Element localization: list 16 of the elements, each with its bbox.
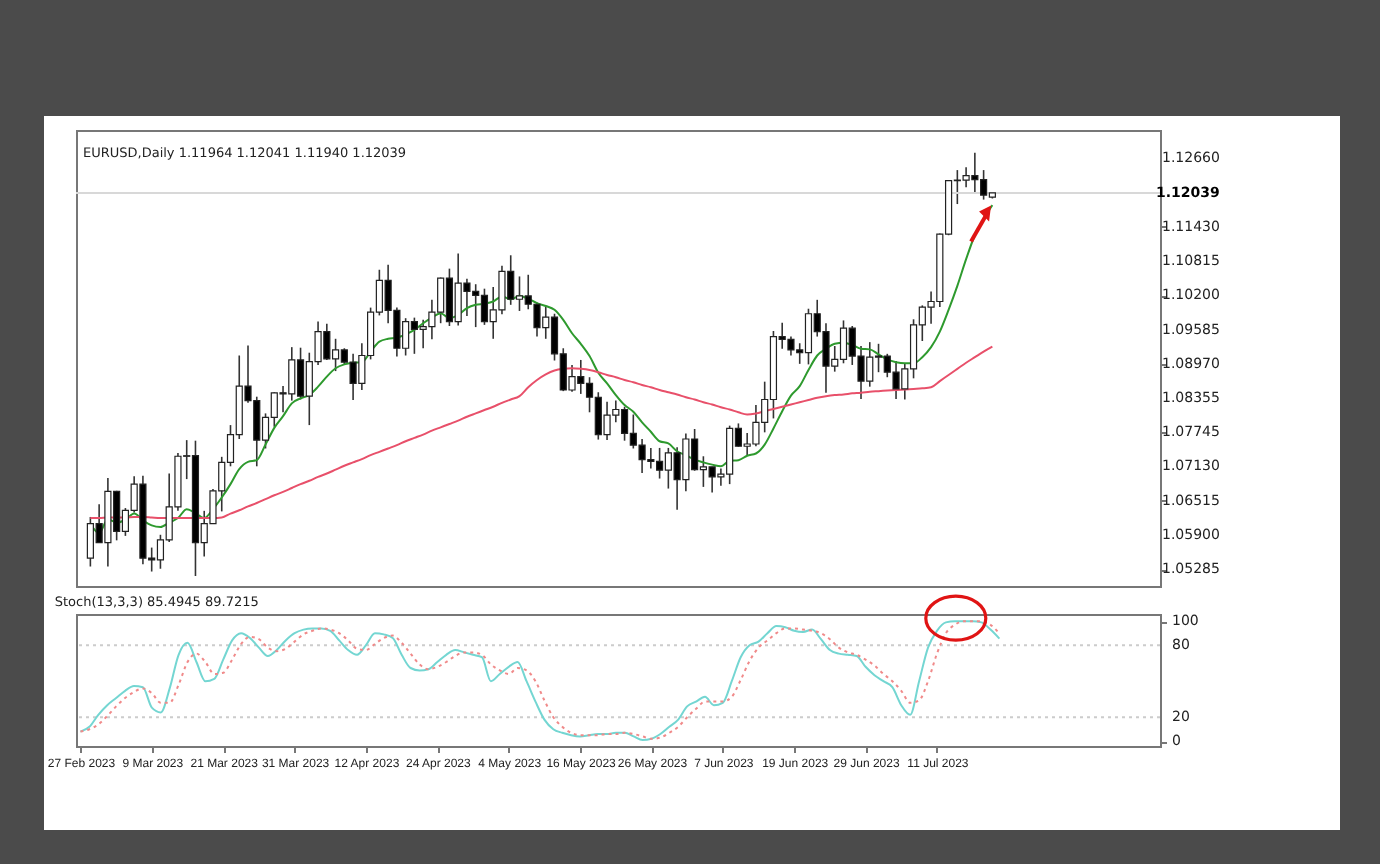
candlestick — [804, 307, 813, 366]
candlestick — [480, 287, 489, 326]
candlestick — [296, 346, 305, 401]
candlestick — [533, 301, 541, 338]
candlestick — [638, 438, 646, 474]
candlestick — [603, 400, 611, 441]
candlestick — [839, 319, 848, 365]
candlestick — [331, 337, 340, 372]
candlestick — [752, 404, 760, 448]
candlestick — [620, 405, 629, 442]
candlestick — [445, 267, 454, 327]
candlestick — [515, 275, 524, 312]
candlestick — [787, 335, 795, 357]
candlestick — [498, 265, 506, 316]
candlestick — [463, 277, 471, 317]
candlestick — [892, 360, 900, 400]
